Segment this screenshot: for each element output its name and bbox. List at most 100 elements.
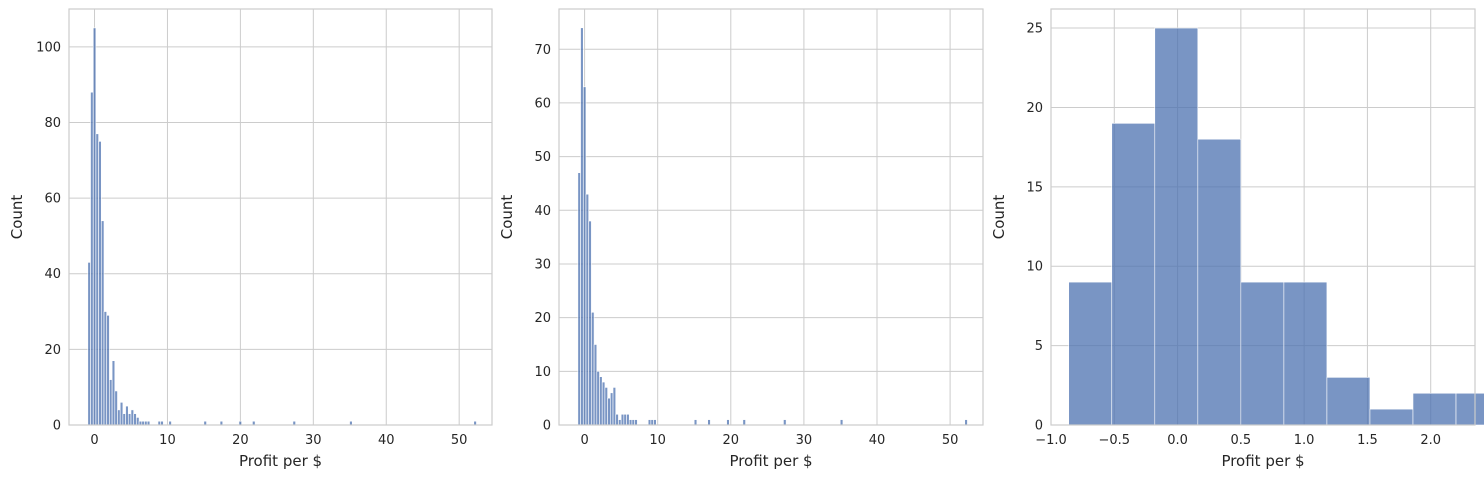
x-tick-label: 40 [869, 433, 886, 448]
histogram-bar [95, 133, 99, 426]
histogram-bar [591, 311, 595, 426]
x-tick-label: 40 [378, 433, 395, 448]
histogram-bar [601, 381, 606, 426]
histogram-bar [90, 91, 94, 426]
histogram-bar [117, 409, 121, 426]
histogram-bar [1412, 392, 1457, 426]
y-tick-label: 20 [1026, 101, 1043, 116]
y-tick-label: 0 [1035, 419, 1043, 434]
x-axis-label: Profit per $ [239, 452, 322, 470]
x-tick-label: 30 [305, 433, 322, 448]
histogram-bar [599, 376, 603, 426]
y-tick-label: 0 [543, 419, 551, 434]
histogram-bar [1326, 377, 1371, 426]
histogram-bar [111, 360, 116, 426]
histogram-bar [628, 419, 633, 426]
histogram-bar [783, 419, 787, 426]
histogram-panel-3: −1.0 −0.5 0.0 0.5 1.0 1.5 2.0 0 5 10 15 20 25 Profit … [990, 8, 1484, 470]
x-tick-label: 2.0 [1420, 433, 1441, 448]
y-tick-label: 50 [534, 150, 551, 165]
histogram-bar [1240, 281, 1285, 426]
x-tick-label: 1.5 [1357, 433, 1378, 448]
histogram-bar [577, 172, 581, 426]
histogram-panel-2: 0 10 20 30 40 50 0 10 20 30 40 50 60 70 Profit per $ Co… [498, 8, 984, 470]
histogram-panel-1: 0 10 20 30 40 50 0 20 40 60 80 100 Profit per $ Count [8, 8, 493, 470]
histogram-bar [87, 262, 91, 426]
x-tick-label: 30 [796, 433, 813, 448]
x-tick-label: 50 [451, 433, 468, 448]
y-tick-label: 40 [534, 204, 551, 219]
x-tick-label: 20 [232, 433, 249, 448]
x-tick-label: 10 [649, 433, 666, 448]
y-tick-label: 80 [44, 116, 61, 131]
histogram-bar [1111, 123, 1156, 426]
plot-frame [68, 8, 493, 426]
histogram-bar [1068, 281, 1113, 426]
histogram-bar [634, 419, 638, 426]
histogram-bar [580, 27, 584, 426]
histogram-bar [623, 413, 627, 426]
histogram-bar [1369, 408, 1414, 426]
histogram-bar [693, 419, 698, 426]
y-tick-label: 25 [1026, 22, 1043, 37]
y-tick-label: 5 [1035, 339, 1043, 354]
histogram-bar [839, 419, 844, 426]
x-tick-label: 50 [942, 433, 959, 448]
y-tick-label: 70 [534, 43, 551, 58]
histogram-bar [607, 397, 611, 426]
histogram-bar [1154, 27, 1199, 426]
histogram-bar [122, 413, 126, 426]
x-tick-label: 0 [580, 433, 588, 448]
histogram-bar [647, 419, 652, 426]
histogram-bar [127, 413, 132, 426]
histogram-bar [618, 419, 622, 426]
histogram-bar [610, 392, 614, 426]
histogram-bar [588, 220, 592, 426]
histogram-bar [707, 419, 711, 426]
y-tick-label: 60 [44, 192, 61, 207]
histogram-bar [582, 86, 587, 426]
x-tick-label: 10 [159, 433, 176, 448]
y-tick-label: 20 [44, 343, 61, 358]
y-tick-label: 100 [36, 40, 61, 55]
histogram-bar [726, 419, 730, 426]
histogram-bar [114, 390, 118, 426]
histogram-bar [98, 141, 102, 426]
histogram-bar [119, 402, 124, 426]
histogram-bar [106, 315, 110, 426]
x-tick-label: 1.0 [1294, 433, 1315, 448]
x-tick-label: 0 [90, 433, 98, 448]
x-tick-label: 0.5 [1231, 433, 1252, 448]
histogram-bar [742, 419, 746, 426]
histogram-bar [593, 344, 598, 426]
histogram-bar [612, 387, 617, 426]
histogram-bar [130, 409, 134, 426]
y-tick-label: 40 [44, 267, 61, 282]
histogram-bar [964, 419, 968, 426]
x-tick-label: 20 [723, 433, 740, 448]
histogram-bar [92, 27, 97, 426]
histogram-bar [1283, 281, 1328, 426]
x-tick-label: 0.0 [1167, 433, 1188, 448]
histogram-bar [103, 311, 108, 426]
x-axis-label: Profit per $ [1221, 452, 1304, 470]
y-axis-label: Count [990, 195, 1008, 240]
histogram-bar [615, 413, 619, 426]
histogram-bar [1455, 392, 1484, 426]
histogram-bar [101, 220, 105, 426]
histogram-bar [620, 413, 625, 426]
x-tick-label: −0.5 [1098, 433, 1130, 448]
y-tick-label: 15 [1026, 180, 1043, 195]
x-tick-label: −1.0 [1035, 433, 1067, 448]
y-tick-label: 10 [1026, 260, 1043, 275]
histogram-bar [585, 193, 589, 426]
histogram-bar [133, 413, 137, 426]
y-tick-label: 0 [53, 419, 61, 434]
y-tick-label: 30 [534, 257, 551, 272]
histogram-bar [626, 413, 630, 426]
plot-frame [1050, 8, 1476, 426]
y-axis-label: Count [8, 195, 26, 240]
histogram-bar [631, 419, 635, 426]
histogram-bar [125, 405, 129, 426]
